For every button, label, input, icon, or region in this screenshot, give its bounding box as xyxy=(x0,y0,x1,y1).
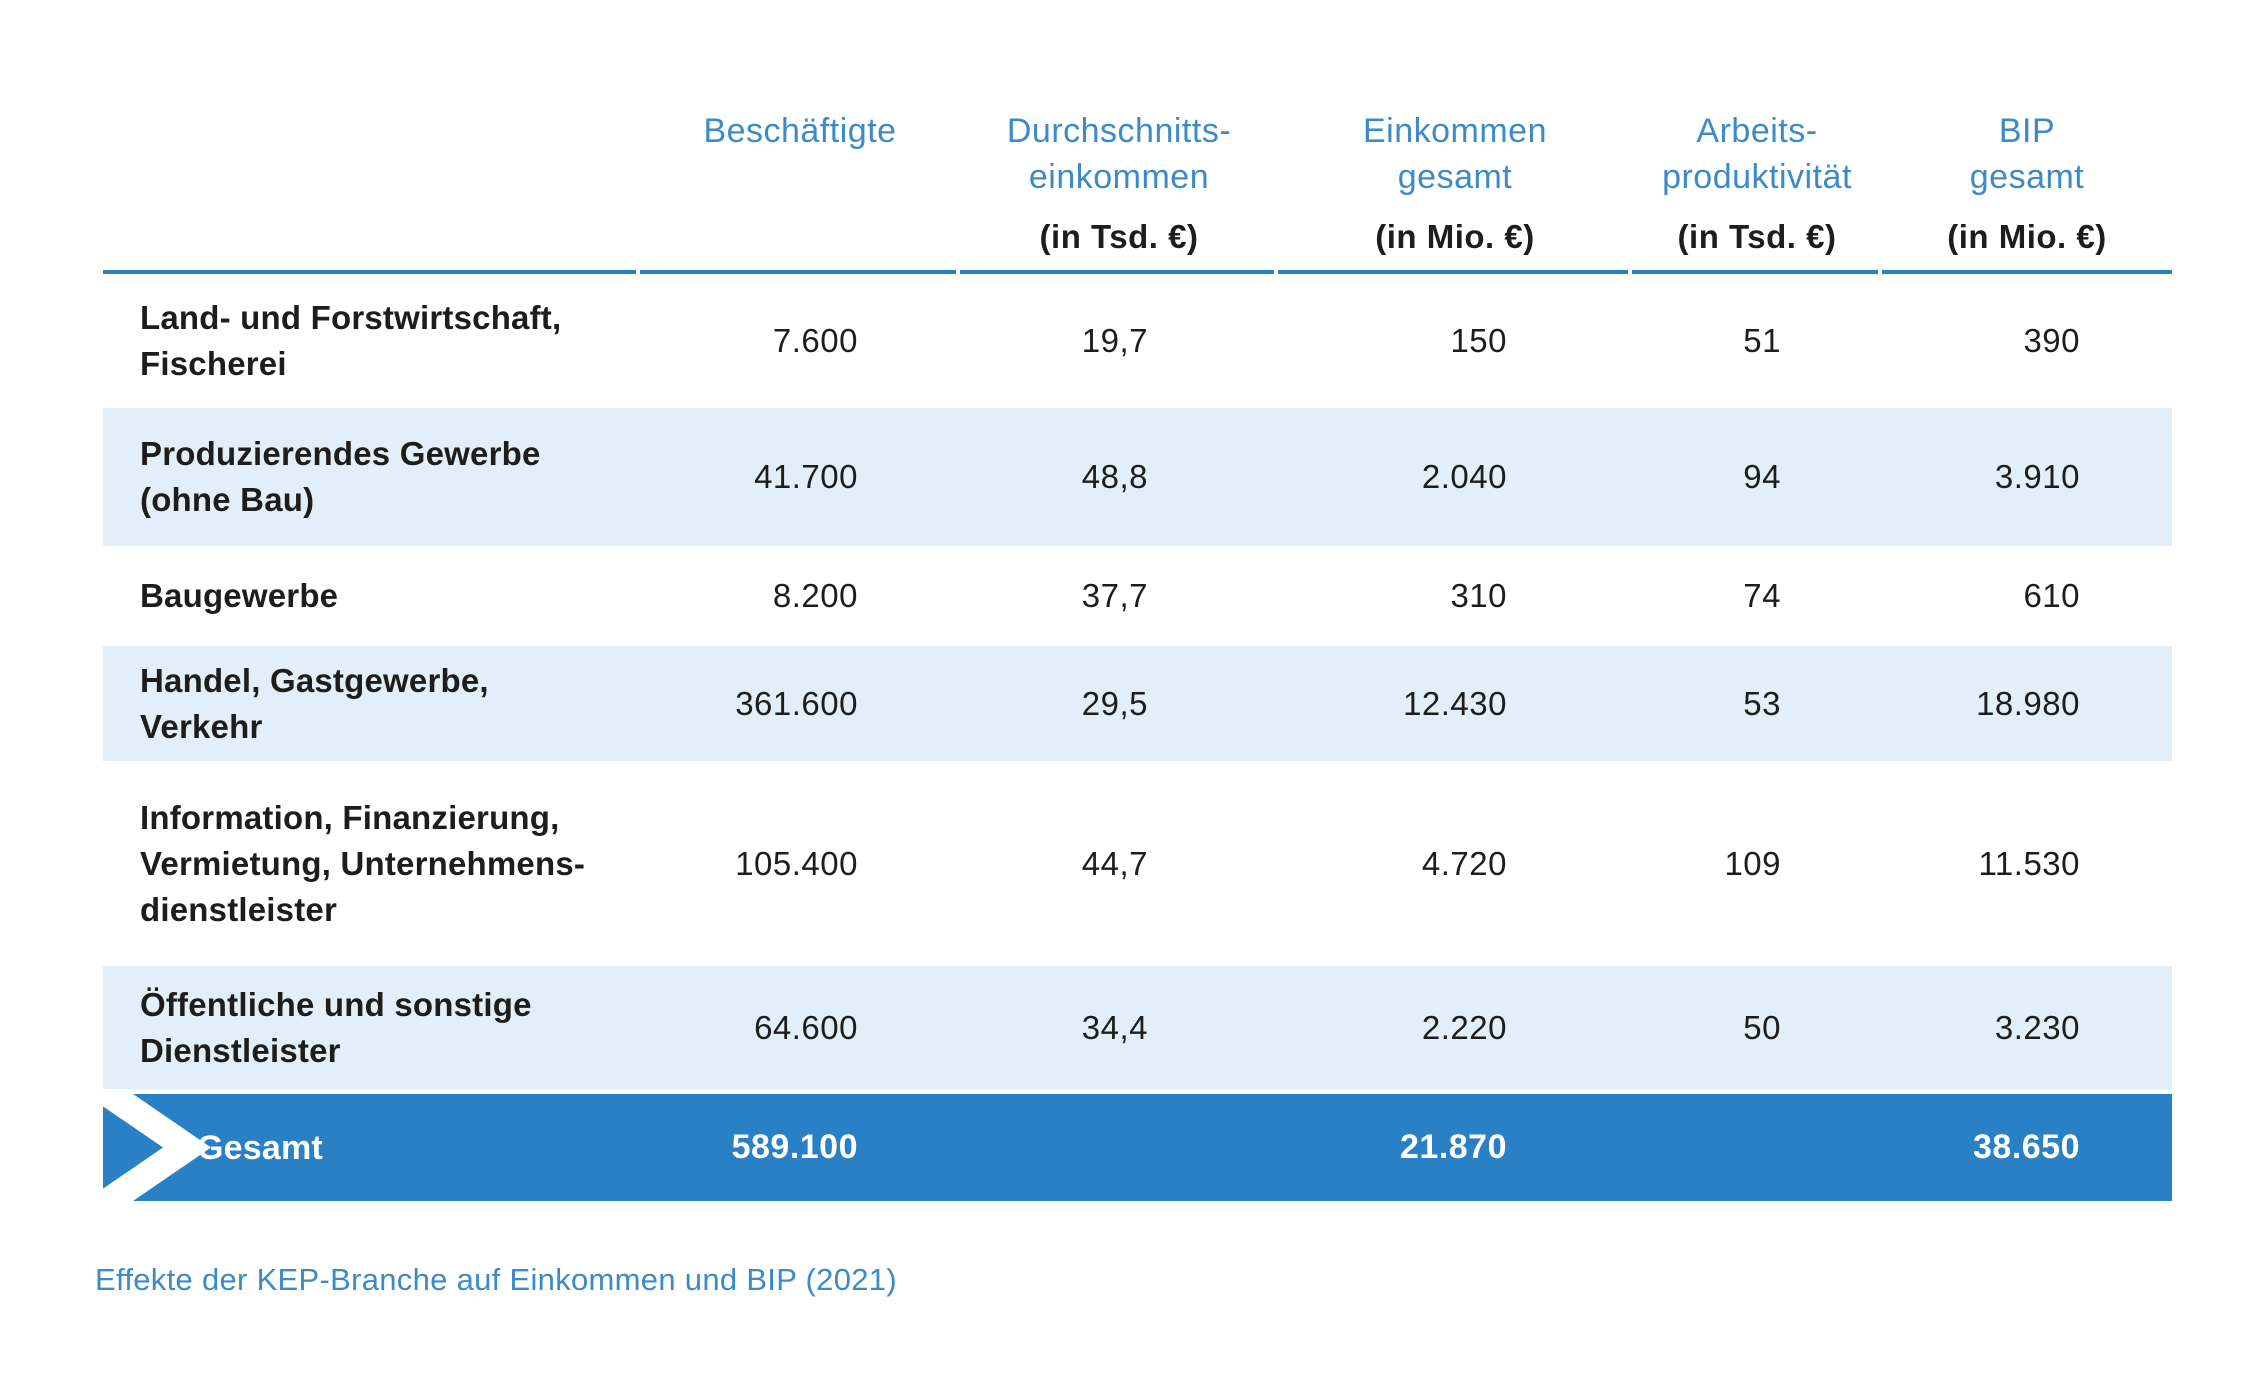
table-row: Information, Finanzierung, Vermietung, U… xyxy=(103,761,2172,966)
bip-gesamt-value: 3.910 xyxy=(1994,458,2080,495)
arbeitsproduktivitaet-value: 51 xyxy=(1743,322,1781,359)
kep-effects-table: Beschäftigte Durchschnitts- einkommen (i… xyxy=(103,0,2172,1201)
column-title: Beschäftigte xyxy=(703,112,897,150)
beschaeftigte-value: 105.400 xyxy=(735,844,858,882)
beschaeftigte-value: 361.600 xyxy=(735,684,858,722)
industry-label: Baugewerbe xyxy=(140,577,339,614)
bip-gesamt-value: 610 xyxy=(2023,577,2080,614)
arbeitsproduktivitaet-value: 74 xyxy=(1743,577,1781,614)
arbeitsproduktivitaet-value: 109 xyxy=(1724,844,1781,882)
durchschnittseinkommen-value: 29,5 xyxy=(1081,684,1148,722)
header-cell-arbeitsproduktivitaet: Arbeits- produktivität (in Tsd. €) xyxy=(1632,108,1882,260)
bip-gesamt-value: 3.230 xyxy=(1994,1008,2080,1046)
beschaeftigte-value: 8.200 xyxy=(772,577,858,614)
beschaeftigte-value: 64.600 xyxy=(754,1008,858,1046)
arbeitsproduktivitaet-value: 53 xyxy=(1743,684,1781,722)
header-cell-durchschnittseinkommen: Durchschnitts- einkommen (in Tsd. €) xyxy=(960,108,1278,260)
table-row: Handel, Gastgewerbe, Verkehr 361.600 29,… xyxy=(103,646,2172,761)
industry-label: Information, Finanzierung, Vermietung, U… xyxy=(140,798,586,928)
column-title: Einkommen gesamt xyxy=(1362,112,1547,196)
table-row: Baugewerbe 8.200 37,7 310 74 610 xyxy=(103,546,2172,646)
column-unit: (in Mio. €) xyxy=(1947,218,2107,255)
einkommen-gesamt-value: 2.220 xyxy=(1421,1008,1507,1046)
underline-segment xyxy=(1632,270,1878,274)
underline-segment xyxy=(103,270,636,274)
header-cell-empty xyxy=(103,108,640,260)
durchschnittseinkommen-value: 48,8 xyxy=(1081,458,1148,495)
underline-segment xyxy=(960,270,1274,274)
einkommen-gesamt-value: 12.430 xyxy=(1403,684,1507,722)
underline-segment xyxy=(1278,270,1628,274)
durchschnittseinkommen-value: 19,7 xyxy=(1081,322,1148,359)
industry-label: Handel, Gastgewerbe, Verkehr xyxy=(140,661,489,745)
figure-caption: Effekte der KEP-Branche auf Einkommen un… xyxy=(95,1262,897,1297)
durchschnittseinkommen-value: 37,7 xyxy=(1081,577,1148,614)
header-cell-beschaeftigte: Beschäftigte xyxy=(640,108,960,260)
table-row: Produzierendes Gewerbe (ohne Bau) 41.700… xyxy=(103,408,2172,546)
column-unit: (in Tsd. €) xyxy=(1677,218,1837,255)
bip-gesamt-value: 390 xyxy=(2023,322,2080,359)
column-unit xyxy=(640,214,960,260)
durchschnittseinkommen-value: 44,7 xyxy=(1081,844,1148,882)
arbeitsproduktivitaet-value: 50 xyxy=(1743,1008,1781,1046)
table-row: Öffentliche und sonstige Dienstleister 6… xyxy=(103,966,2172,1089)
column-unit: (in Tsd. €) xyxy=(1039,218,1199,255)
bip-gesamt-value: 11.530 xyxy=(1978,844,2080,882)
underline-segment xyxy=(640,270,956,274)
total-label: Gesamt xyxy=(197,1128,323,1167)
total-row: Gesamt 589.100 21.870 38.650 xyxy=(103,1094,2172,1201)
beschaeftigte-value: 41.700 xyxy=(754,458,858,495)
durchschnittseinkommen-value: 34,4 xyxy=(1081,1008,1148,1046)
arbeitsproduktivitaet-value: 94 xyxy=(1743,458,1781,495)
beschaeftigte-total: 589.100 xyxy=(731,1128,858,1166)
header-underline xyxy=(103,270,2172,274)
bip-gesamt-total: 38.650 xyxy=(1973,1128,2080,1166)
underline-segment xyxy=(1882,270,2172,274)
industry-label: Öffentliche und sonstige Dienstleister xyxy=(140,985,532,1069)
header-cell-einkommen-gesamt: Einkommen gesamt (in Mio. €) xyxy=(1278,108,1632,260)
table-header-row: Beschäftigte Durchschnitts- einkommen (i… xyxy=(103,0,2172,260)
bip-gesamt-value: 18.980 xyxy=(1976,684,2080,722)
beschaeftigte-value: 7.600 xyxy=(772,322,858,359)
einkommen-gesamt-value: 2.040 xyxy=(1421,458,1507,495)
industry-label: Land- und Forstwirtschaft, Fischerei xyxy=(140,299,562,382)
einkommen-gesamt-value: 4.720 xyxy=(1421,844,1507,882)
einkommen-gesamt-total: 21.870 xyxy=(1400,1128,1507,1166)
header-cell-bip-gesamt: BIP gesamt (in Mio. €) xyxy=(1882,108,2172,260)
table-row: Land- und Forstwirtschaft, Fischerei 7.6… xyxy=(103,274,2172,408)
einkommen-gesamt-value: 310 xyxy=(1450,577,1507,614)
industry-label: Produzierendes Gewerbe (ohne Bau) xyxy=(140,435,541,518)
column-title: Arbeits- produktivität xyxy=(1662,112,1852,196)
column-title: BIP gesamt xyxy=(1969,112,2085,196)
column-title: Durchschnitts- einkommen xyxy=(1006,112,1232,196)
einkommen-gesamt-value: 150 xyxy=(1450,322,1507,359)
column-unit: (in Mio. €) xyxy=(1375,218,1535,255)
